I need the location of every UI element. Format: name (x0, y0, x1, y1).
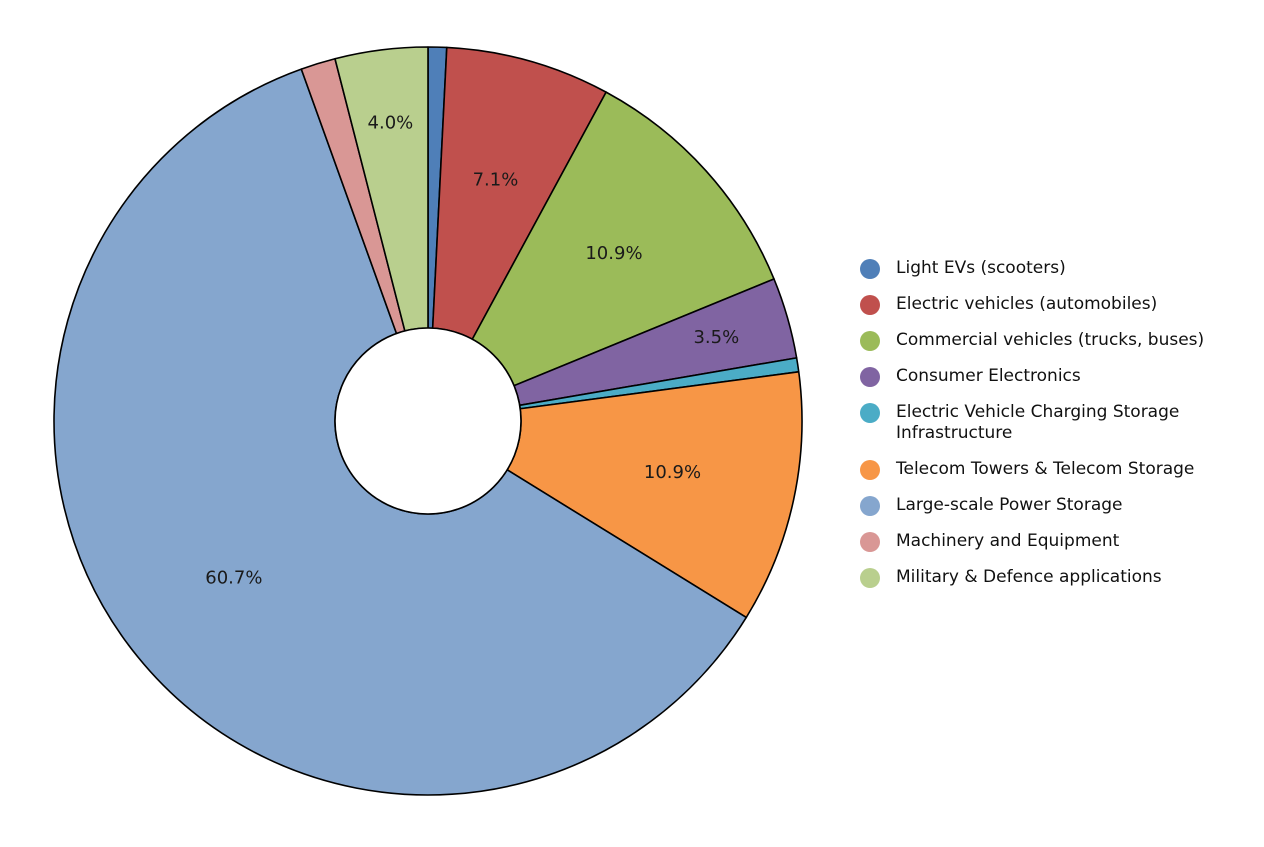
legend-label: Machinery and Equipment (896, 531, 1120, 551)
slice-label-5: 10.9% (644, 462, 701, 483)
legend-label: Electric vehicles (automobiles) (896, 294, 1158, 314)
legend-item: Machinery and Equipment (860, 531, 1250, 552)
legend-label: Commercial vehicles (trucks, buses) (896, 330, 1205, 350)
legend-swatch (860, 331, 880, 351)
legend-swatch (860, 460, 880, 480)
legend-swatch (860, 568, 880, 588)
legend-item: Large-scale Power Storage (860, 495, 1250, 516)
legend-item: Electric Vehicle Charging Storage Infras… (860, 402, 1250, 444)
legend-item: Light EVs (scooters) (860, 258, 1250, 279)
legend-item: Consumer Electronics (860, 366, 1250, 387)
legend-swatch (860, 259, 880, 279)
donut-hole (334, 327, 522, 515)
chart-legend: Light EVs (scooters) Electric vehicles (a… (860, 258, 1250, 603)
slice-label-1: 7.1% (473, 169, 519, 190)
legend-label: Large-scale Power Storage (896, 495, 1123, 515)
legend-label: Light EVs (scooters) (896, 258, 1066, 278)
pie-slices (53, 46, 803, 796)
pie-slice-labels: 7.1% 10.9% 3.5% 10.9% 60.7% 4.0% (205, 112, 739, 588)
legend-label: Consumer Electronics (896, 366, 1081, 386)
legend-label: Telecom Towers & Telecom Storage (896, 459, 1195, 479)
slice-label-6: 60.7% (205, 568, 262, 589)
legend-swatch (860, 496, 880, 516)
legend-swatch (860, 532, 880, 552)
legend-item: Telecom Towers & Telecom Storage (860, 459, 1250, 480)
legend-swatch (860, 367, 880, 387)
legend-swatch (860, 295, 880, 315)
legend-label: Electric Vehicle Charging Storage Infras… (896, 402, 1180, 443)
slice-label-8: 4.0% (368, 112, 414, 133)
legend-item: Military & Defence applications (860, 567, 1250, 588)
slice-label-3: 3.5% (693, 327, 739, 348)
slice-label-2: 10.9% (585, 243, 642, 264)
legend-label: Military & Defence applications (896, 567, 1162, 587)
legend-item: Electric vehicles (automobiles) (860, 294, 1250, 315)
legend-item: Commercial vehicles (trucks, buses) (860, 330, 1250, 351)
legend-swatch (860, 403, 880, 423)
